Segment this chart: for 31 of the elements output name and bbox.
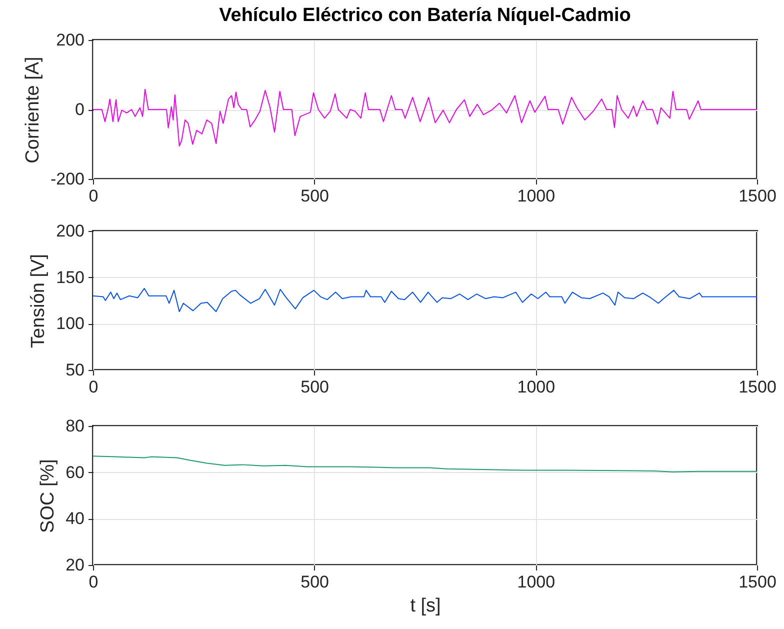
x-tick-label: 1000 xyxy=(517,572,556,592)
x-tick-label: 0 xyxy=(88,378,98,396)
y-axis-title: Corriente [A] xyxy=(22,56,44,164)
y-axis-title: SOC [%] xyxy=(38,459,59,533)
x-tick-label: 1500 xyxy=(738,572,776,592)
y-tick-label: 200 xyxy=(56,30,84,50)
y-tick-label: 80 xyxy=(66,416,84,436)
y-tick-label: -200 xyxy=(50,170,84,188)
x-tick-label: 1000 xyxy=(517,186,556,206)
x-tick-label: 1500 xyxy=(738,186,776,206)
x-tick-label: 1000 xyxy=(517,378,556,396)
chart-title: Vehículo Eléctrico con Batería Níquel-Cadmio xyxy=(219,5,631,26)
y-tick-label: 40 xyxy=(66,509,84,528)
x-tick-label: 500 xyxy=(300,378,330,396)
x-tick-label: 0 xyxy=(88,572,98,592)
y-tick-label: 20 xyxy=(66,556,84,574)
x-tick-label: 1500 xyxy=(738,378,776,396)
y-tick-label: 0 xyxy=(75,100,84,119)
y-tick-label: 60 xyxy=(66,462,84,482)
y-tick-label: 50 xyxy=(66,360,84,380)
line-series xyxy=(93,288,757,312)
x-axis-title: t [s] xyxy=(410,596,441,616)
line-series xyxy=(93,88,757,146)
x-tick-label: 500 xyxy=(300,572,330,592)
y-axis-title: Tensión [V] xyxy=(28,254,50,348)
y-tick-label: 100 xyxy=(56,314,84,334)
x-tick-label: 500 xyxy=(300,186,330,206)
y-tick-label: 150 xyxy=(56,268,84,287)
x-tick-label: 0 xyxy=(88,186,98,206)
y-tick-label: 200 xyxy=(56,222,84,240)
line-series xyxy=(93,456,757,472)
